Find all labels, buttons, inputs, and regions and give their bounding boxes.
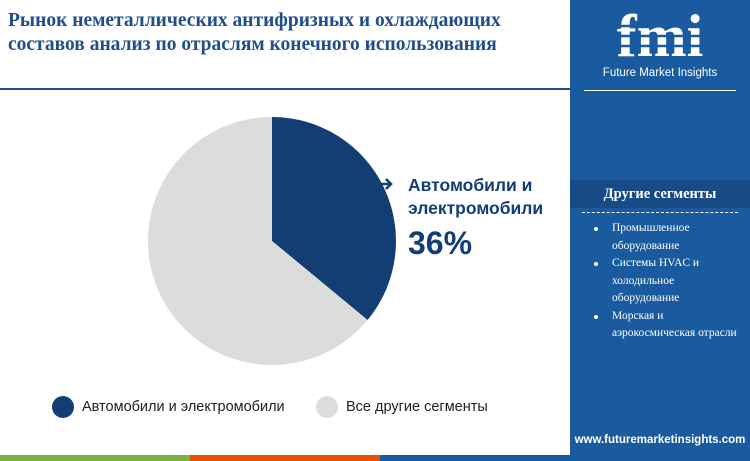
pie-slice-1 — [147, 117, 368, 365]
callout-label-line-2: электромобили — [408, 198, 544, 218]
list-item: Морская и аэрокосмическая отрасли — [590, 308, 740, 343]
legend-swatch-other — [316, 396, 338, 418]
side-panel: fmi Future Market Insights Другие сегмен… — [570, 0, 750, 461]
callout-label-line-1: Автомобили и — [408, 175, 533, 195]
logo-tagline: Future Market Insights — [602, 67, 718, 79]
list-item: Системы HVAC и холодильное оборудование — [590, 255, 740, 308]
website-url: www.futuremarketinsights.com — [574, 434, 746, 446]
other-segments-list: Промышленное оборудование Системы HVAC и… — [590, 220, 740, 343]
bottom-bar-blue — [380, 455, 750, 461]
side-divider — [584, 90, 736, 91]
title-line-2: составов анализ по отраслям конечного ис… — [8, 34, 497, 55]
title-divider — [0, 88, 570, 90]
fmi-logo: fmi — [592, 6, 728, 66]
panel-dashed-divider — [582, 212, 738, 213]
pie-slice-0 — [272, 117, 396, 321]
bullet-icon — [594, 262, 598, 266]
title-line-1: Рынок неметаллических антифризных и охла… — [8, 10, 501, 31]
bottom-bar-green — [0, 455, 190, 461]
bullet-icon — [594, 227, 598, 231]
other-segments-title: Другие сегменты — [570, 180, 750, 208]
bottom-bar-orange — [190, 455, 380, 461]
legend-swatch-automotive — [52, 396, 74, 418]
callout-value: 36% — [408, 225, 473, 261]
legend-label-other: Все другие сегменты — [346, 399, 488, 415]
callout-arrow-icon — [379, 178, 393, 190]
legend-item-other: Все другие сегменты — [316, 396, 488, 418]
legend-label-automotive: Автомобили и электромобили — [82, 399, 285, 415]
page-title: Рынок неметаллических антифризных и охла… — [8, 9, 568, 57]
pie-chart — [147, 117, 396, 365]
bullet-icon — [594, 314, 598, 319]
legend-item-automotive: Автомобили и электромобили — [52, 396, 285, 418]
callout-label: Автомобили и электромобили — [408, 174, 568, 220]
list-item: Промышленное оборудование — [590, 220, 740, 255]
